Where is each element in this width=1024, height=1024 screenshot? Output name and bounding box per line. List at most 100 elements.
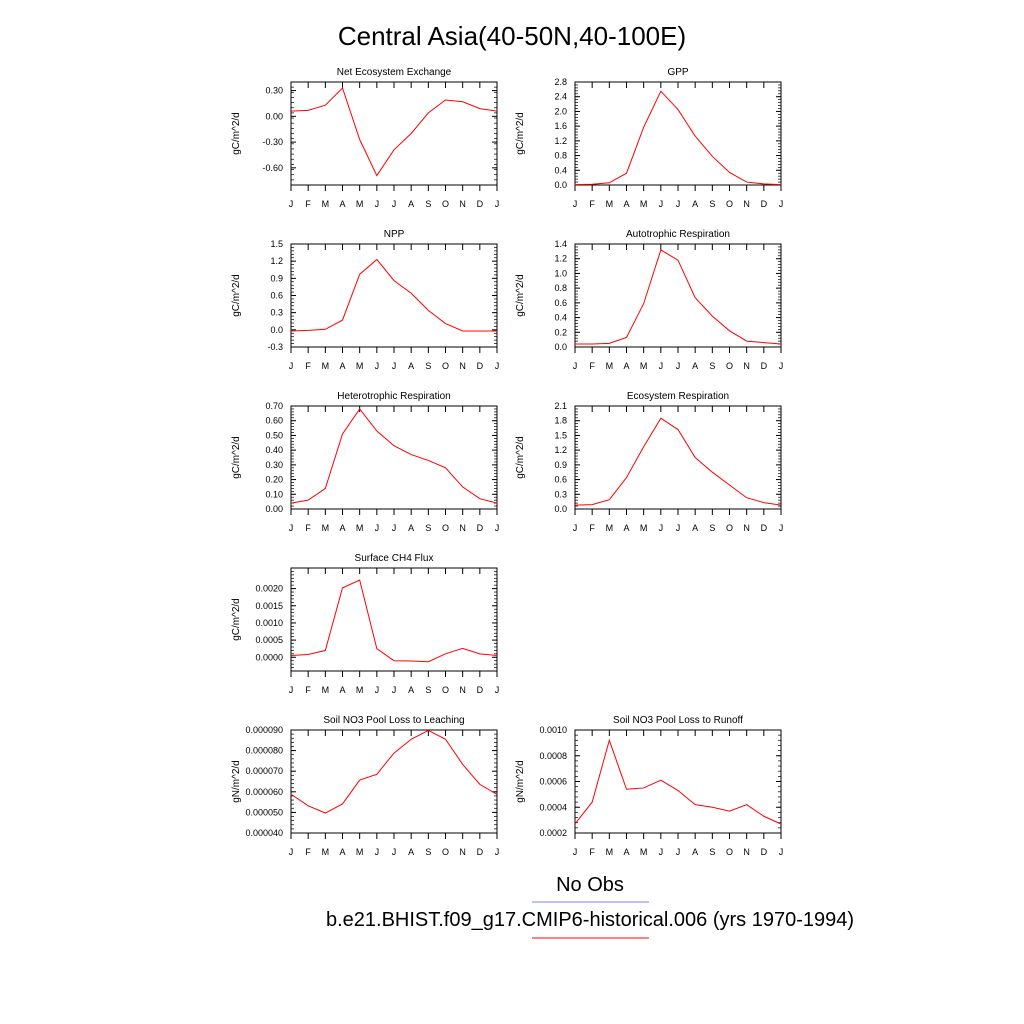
- y-tick-label: 0.0020: [255, 584, 283, 594]
- panel-title: Heterotrophic Respiration: [337, 391, 450, 402]
- x-tick-label: J: [573, 361, 578, 371]
- x-tick-label: M: [356, 361, 364, 371]
- x-tick-label: D: [477, 847, 484, 857]
- x-tick-label: D: [477, 361, 484, 371]
- y-tick-label: 0.0015: [255, 601, 283, 611]
- x-tick-label: A: [623, 847, 629, 857]
- x-tick-label: J: [495, 847, 500, 857]
- y-tick-label: 0.9: [270, 273, 283, 283]
- y-tick-label: 0.6: [554, 298, 567, 308]
- x-tick-label: F: [589, 523, 595, 533]
- x-tick-label: S: [709, 199, 715, 209]
- y-tick-label: 1.0: [554, 268, 567, 278]
- x-tick-label: O: [442, 361, 449, 371]
- y-tick-label: 1.6: [554, 121, 567, 131]
- x-tick-label: J: [573, 847, 578, 857]
- x-tick-label: M: [606, 361, 614, 371]
- plot-frame: [290, 567, 498, 672]
- y-tick-label: 0.20: [265, 475, 283, 485]
- x-tick-label: J: [495, 361, 500, 371]
- x-tick-label: A: [692, 847, 698, 857]
- x-tick-label: S: [709, 847, 715, 857]
- series-line: [574, 738, 782, 825]
- x-tick-label: J: [573, 199, 578, 209]
- x-tick-label: J: [779, 847, 784, 857]
- y-tick-label: 0.0: [554, 504, 567, 514]
- panel-surface-ch4-flux: Surface CH4 Flux gC/m^2/d 0.0000 0.0005 0.00…: [231, 553, 499, 695]
- x-tick-label: M: [640, 199, 648, 209]
- x-tick-label: F: [305, 847, 311, 857]
- legend-no-obs-label: No Obs: [556, 874, 624, 896]
- x-tick-label: J: [392, 361, 397, 371]
- x-tick-label: N: [459, 847, 466, 857]
- panel-autotrophic-respiration: Autotrophic Respiration gC/m^2/d 0.0 0.2 0.4…: [515, 229, 783, 371]
- y-tick-label: 0.0: [554, 180, 567, 190]
- y-tick-label: 1.2: [554, 136, 567, 146]
- series-line: [290, 579, 498, 663]
- x-tick-label: J: [375, 523, 380, 533]
- y-axis-label: gC/m^2/d: [231, 112, 242, 155]
- y-axis-label: gN/m^2/d: [231, 760, 242, 803]
- x-tick-label: J: [659, 199, 664, 209]
- y-tick-label: 0.30: [265, 460, 283, 470]
- y-tick-label: 0.6: [554, 475, 567, 485]
- x-tick-label: O: [442, 685, 449, 695]
- x-tick-label: S: [425, 847, 431, 857]
- panel-title: Net Ecosystem Exchange: [337, 67, 452, 78]
- series-line: [290, 408, 498, 504]
- x-tick-label: M: [606, 199, 614, 209]
- x-tick-label: O: [726, 523, 733, 533]
- y-tick-label: 0.2: [554, 327, 567, 337]
- y-tick-label: 0.00: [265, 504, 283, 514]
- y-axis-label: gC/m^2/d: [515, 436, 526, 479]
- x-tick-label: M: [640, 361, 648, 371]
- x-tick-label: J: [659, 847, 664, 857]
- x-tick-label: J: [289, 847, 294, 857]
- x-tick-label: S: [709, 523, 715, 533]
- x-tick-label: S: [709, 361, 715, 371]
- y-tick-label: 2.1: [554, 401, 567, 411]
- x-tick-label: F: [305, 523, 311, 533]
- y-tick-label: 1.2: [554, 254, 567, 264]
- series-line: [290, 87, 498, 177]
- x-tick-label: N: [459, 199, 466, 209]
- series-line: [574, 90, 782, 186]
- x-tick-label: J: [495, 199, 500, 209]
- plot-frame: [574, 243, 782, 348]
- y-axis-label: gC/m^2/d: [231, 598, 242, 641]
- y-tick-label: 0.000080: [245, 746, 283, 756]
- x-tick-label: D: [761, 847, 768, 857]
- x-tick-label: J: [392, 685, 397, 695]
- y-axis-label: gC/m^2/d: [231, 436, 242, 479]
- y-tick-label: 0.70: [265, 401, 283, 411]
- panel-heterotrophic-respiration: Heterotrophic Respiration gC/m^2/d 0.00 0.1…: [231, 391, 499, 533]
- x-tick-label: D: [761, 361, 768, 371]
- x-tick-label: J: [289, 685, 294, 695]
- y-axis-label: gN/m^2/d: [515, 760, 526, 803]
- panel-title: Ecosystem Respiration: [627, 391, 729, 402]
- series-line: [290, 258, 497, 332]
- x-tick-label: J: [779, 361, 784, 371]
- x-tick-label: S: [425, 199, 431, 209]
- x-tick-label: A: [692, 523, 698, 533]
- y-tick-label: 0.0000: [255, 652, 283, 662]
- x-tick-label: J: [573, 523, 578, 533]
- y-tick-label: 0.10: [265, 489, 283, 499]
- y-tick-label: 0.0002: [539, 828, 567, 838]
- x-tick-label: M: [356, 847, 364, 857]
- x-tick-label: N: [459, 685, 466, 695]
- series-line: [575, 249, 782, 345]
- x-tick-label: J: [659, 523, 664, 533]
- y-tick-label: 1.5: [270, 239, 283, 249]
- y-tick-label: 0.000070: [245, 766, 283, 776]
- x-tick-label: F: [589, 361, 595, 371]
- x-tick-label: O: [442, 847, 449, 857]
- x-tick-label: O: [442, 199, 449, 209]
- x-tick-label: J: [392, 199, 397, 209]
- panel-soil-no3-pool-loss-to-leaching: Soil NO3 Pool Loss to LeachinggN/m^2/d0.…: [231, 715, 499, 857]
- x-tick-label: M: [606, 523, 614, 533]
- x-tick-label: D: [477, 685, 484, 695]
- panel-title: GPP: [667, 67, 688, 78]
- x-tick-label: D: [477, 523, 484, 533]
